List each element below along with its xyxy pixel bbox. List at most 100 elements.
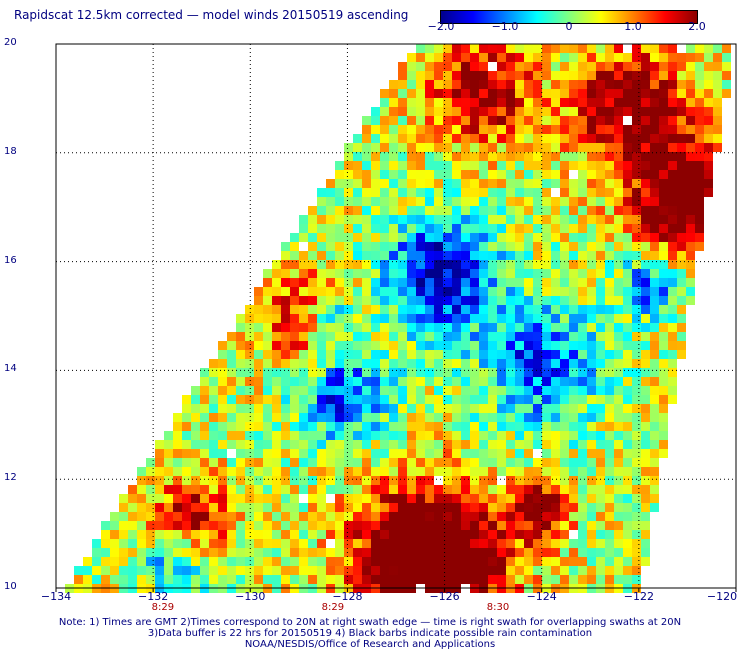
swath-cell <box>479 332 488 341</box>
swath-cell <box>317 233 326 242</box>
swath-cell <box>587 143 596 152</box>
swath-cell <box>668 269 677 278</box>
swath-cell <box>479 44 488 53</box>
swath-cell <box>533 548 542 557</box>
swath-cell <box>623 431 632 440</box>
swath-cell <box>452 224 461 233</box>
swath-cell <box>74 566 83 575</box>
swath-cell <box>677 170 686 179</box>
swath-cell <box>326 530 335 539</box>
swath-cell <box>470 188 479 197</box>
swath-cell <box>263 521 272 530</box>
swath-cell <box>542 296 551 305</box>
swath-cell <box>479 188 488 197</box>
swath-cell <box>488 305 497 314</box>
swath-cell <box>254 323 263 332</box>
swath-cell <box>344 440 353 449</box>
swath-cell <box>551 233 560 242</box>
swath-cell <box>479 233 488 242</box>
swath-cell <box>686 89 695 98</box>
swath-cell <box>632 134 641 143</box>
swath-cell <box>434 161 443 170</box>
swath-cell <box>452 476 461 485</box>
swath-cell <box>389 287 398 296</box>
swath-cell <box>542 476 551 485</box>
swath-cell <box>443 98 452 107</box>
swath-cell <box>506 116 515 125</box>
swath-cell <box>524 71 533 80</box>
swath-cell <box>236 413 245 422</box>
swath-cell <box>623 494 632 503</box>
swath-cell <box>425 269 434 278</box>
swath-cell <box>227 359 236 368</box>
swath-cell <box>470 269 479 278</box>
swath-cell <box>308 260 317 269</box>
swath-cell <box>434 350 443 359</box>
swath-cell <box>704 107 713 116</box>
swath-cell <box>443 440 452 449</box>
swath-cell <box>461 197 470 206</box>
swath-cell <box>344 395 353 404</box>
swath-cell <box>272 440 281 449</box>
swath-cell <box>281 485 290 494</box>
swath-cell <box>371 539 380 548</box>
swath-cell <box>515 197 524 206</box>
swath-cell <box>614 476 623 485</box>
swath-cell <box>200 557 209 566</box>
swath-cell <box>299 323 308 332</box>
swath-cell <box>299 503 308 512</box>
swath-cell <box>245 539 254 548</box>
swath-cell <box>362 224 371 233</box>
swath-cell <box>281 368 290 377</box>
swath-cell <box>389 350 398 359</box>
swath-cell <box>560 53 569 62</box>
swath-cell <box>497 53 506 62</box>
swath-cell <box>623 233 632 242</box>
swath-cell <box>254 476 263 485</box>
swath-cell <box>506 62 515 71</box>
swath-cell <box>659 341 668 350</box>
swath-cell <box>677 71 686 80</box>
swath-cell <box>398 359 407 368</box>
swath-cell <box>299 431 308 440</box>
swath-cell <box>533 386 542 395</box>
swath-cell <box>398 341 407 350</box>
swath-cell <box>407 224 416 233</box>
swath-cell <box>524 161 533 170</box>
swath-cell <box>182 494 191 503</box>
swath-cell <box>524 431 533 440</box>
swath-cell <box>578 305 587 314</box>
swath-cell <box>659 377 668 386</box>
swath-cell <box>317 386 326 395</box>
swath-cell <box>335 440 344 449</box>
swath-cell <box>335 242 344 251</box>
swath-cell <box>380 143 389 152</box>
swath-cell <box>479 134 488 143</box>
swath-cell <box>623 251 632 260</box>
swath-cell <box>695 224 704 233</box>
swath-cell <box>533 476 542 485</box>
swath-cell <box>434 332 443 341</box>
swath-cell <box>272 314 281 323</box>
swath-cell <box>560 359 569 368</box>
swath-cell <box>632 125 641 134</box>
swath-cell <box>281 413 290 422</box>
swath-cell <box>317 449 326 458</box>
swath-cell <box>398 521 407 530</box>
footnote-line-3: NOAA/NESDIS/Office of Research and Appli… <box>244 639 496 650</box>
swath-cell <box>443 71 452 80</box>
swath-cell <box>335 170 344 179</box>
swath-cell <box>353 305 362 314</box>
swath-cell <box>290 260 299 269</box>
swath-cell <box>443 530 452 539</box>
swath-cell <box>578 314 587 323</box>
swath-cell <box>200 494 209 503</box>
swath-cell <box>596 575 605 584</box>
swath-cell <box>722 53 731 62</box>
swath-cell <box>362 179 371 188</box>
swath-cell <box>191 530 200 539</box>
swath-cell <box>317 341 326 350</box>
swath-cell <box>560 467 569 476</box>
swath-cell <box>263 431 272 440</box>
swath-cell <box>452 269 461 278</box>
